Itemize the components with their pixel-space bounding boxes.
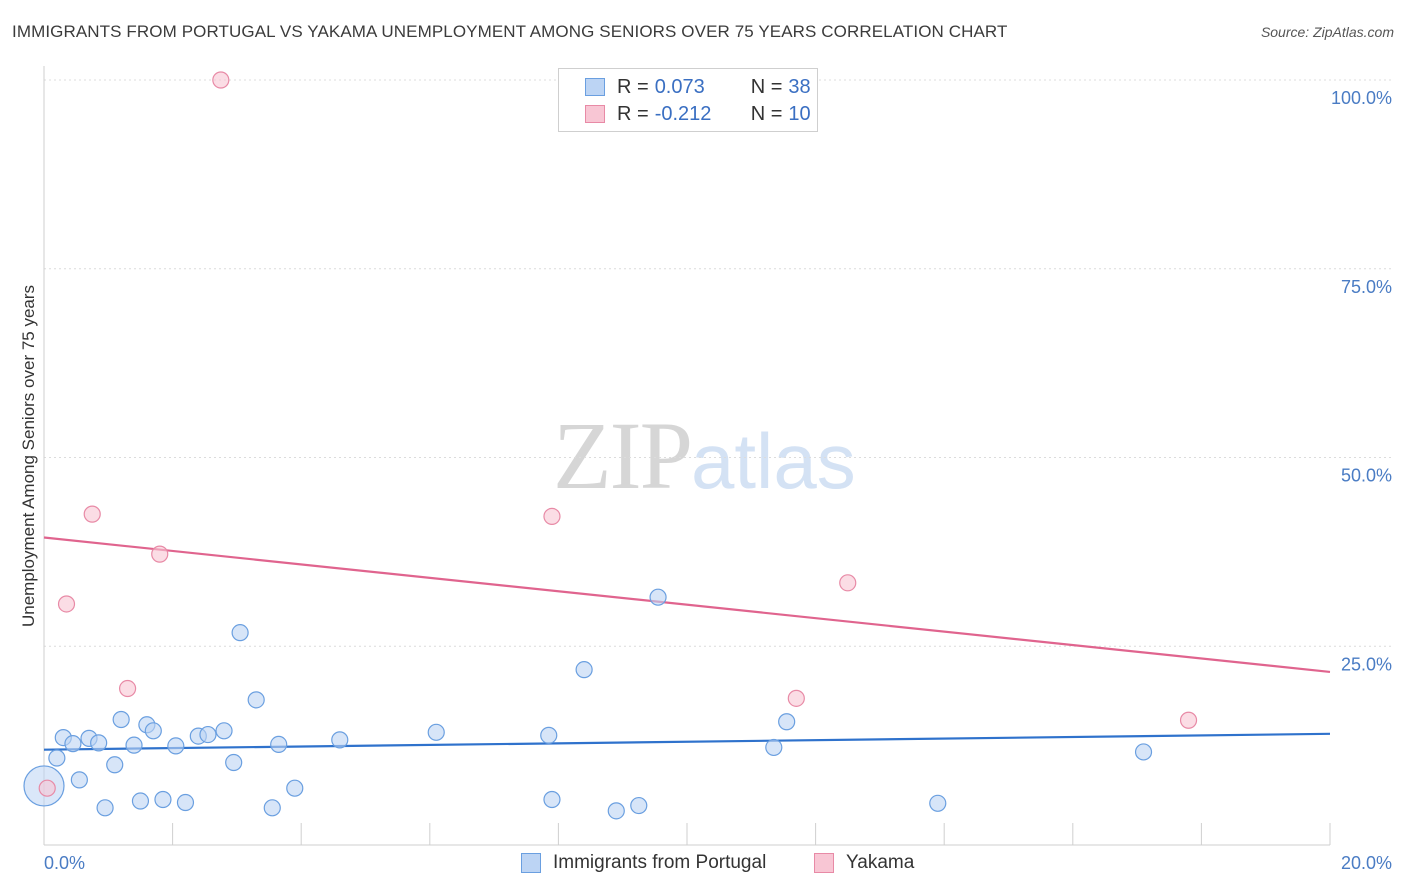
watermark-zip: ZIP (553, 402, 693, 509)
series-name-portugal: Immigrants from Portugal (553, 852, 767, 873)
series-swatch-yakama (814, 853, 834, 873)
y-axis-label: Unemployment Among Seniors over 75 years (19, 285, 38, 627)
y-tick-label: 75.0% (1341, 277, 1392, 297)
legend-n-value: 38 (788, 75, 811, 98)
point-portugal (167, 737, 185, 755)
point-yakama (38, 779, 56, 797)
point-yakama (787, 689, 805, 707)
x-tick-label: 0.0% (44, 853, 85, 873)
data-points (23, 71, 1198, 820)
point-portugal (176, 793, 195, 812)
legend-r-value: -0.212 (654, 102, 712, 125)
tick-labels: 25.0% 50.0% 75.0% 100.0% 0.0% 20.0% (44, 88, 1392, 873)
point-yakama (83, 505, 101, 523)
series-legend: Immigrants from Portugal Yakama (0, 852, 1406, 878)
point-portugal (225, 753, 243, 772)
point-portugal (1134, 743, 1153, 761)
legend-n-label: N = (750, 75, 783, 98)
point-portugal (96, 799, 114, 817)
legend-n-value: 10 (788, 102, 811, 125)
y-tick-label: 25.0% (1341, 654, 1392, 674)
point-portugal (929, 794, 947, 812)
legend: R = 0.073 N = 38 R = -0.212 N = 10 (558, 68, 818, 132)
point-portugal (607, 802, 625, 820)
point-yakama (151, 545, 169, 563)
point-portugal (286, 779, 304, 797)
point-portugal (131, 792, 150, 810)
point-portugal (144, 722, 162, 740)
y-tick-label: 100.0% (1331, 88, 1392, 108)
point-portugal (765, 738, 783, 757)
point-yakama (57, 595, 76, 613)
legend-r-label: R = (617, 75, 649, 98)
legend-swatch-portugal (585, 78, 605, 96)
point-portugal (64, 735, 82, 753)
series-name-yakama: Yakama (846, 852, 915, 873)
trend-line-portugal (43, 732, 1331, 751)
point-portugal (154, 790, 172, 809)
point-portugal (247, 691, 265, 709)
point-yakama (1179, 711, 1198, 729)
point-yakama (543, 507, 561, 525)
point-portugal (331, 731, 349, 749)
series-legend-portugal: Immigrants from Portugal (521, 852, 766, 874)
trend-lines (43, 536, 1331, 751)
legend-r-value: 0.073 (654, 75, 705, 98)
point-portugal (112, 710, 130, 729)
legend-n-label: N = (750, 102, 783, 125)
chart-title: IMMIGRANTS FROM PORTUGAL VS YAKAMA UNEMP… (12, 22, 1008, 41)
point-portugal (540, 726, 558, 744)
legend-row-portugal: R = 0.073 N = 38 (585, 75, 811, 99)
point-portugal (575, 661, 593, 679)
axes (43, 66, 1331, 846)
legend-r-label: R = (617, 102, 649, 125)
point-portugal (649, 588, 667, 606)
x-tick-label: 20.0% (1341, 853, 1392, 873)
legend-row-yakama: R = -0.212 N = 10 (585, 102, 811, 126)
point-portugal (90, 734, 108, 752)
point-portugal (270, 735, 288, 754)
trend-line-yakama (43, 536, 1331, 674)
point-portugal (70, 771, 88, 789)
point-portugal (543, 790, 561, 809)
point-portugal (231, 624, 249, 642)
point-portugal (106, 756, 124, 774)
point-portugal (630, 796, 648, 815)
watermark: ZIPatlas (553, 400, 856, 511)
point-portugal (199, 725, 217, 744)
point-yakama (118, 679, 137, 698)
series-legend-yakama: Yakama (814, 852, 914, 874)
point-portugal (215, 722, 233, 740)
point-portugal (125, 736, 143, 754)
watermark-atlas: atlas (691, 417, 856, 505)
point-yakama (212, 71, 230, 89)
gridlines (44, 79, 1392, 647)
legend-swatch-yakama (585, 105, 605, 123)
point-portugal (263, 799, 281, 817)
point-yakama (839, 574, 857, 592)
series-swatch-portugal (521, 853, 541, 873)
y-tick-label: 50.0% (1341, 466, 1392, 486)
source-label: Source: ZipAtlas.com (1260, 24, 1394, 40)
point-portugal (778, 713, 796, 731)
point-portugal (427, 723, 445, 741)
point-portugal (48, 749, 66, 767)
